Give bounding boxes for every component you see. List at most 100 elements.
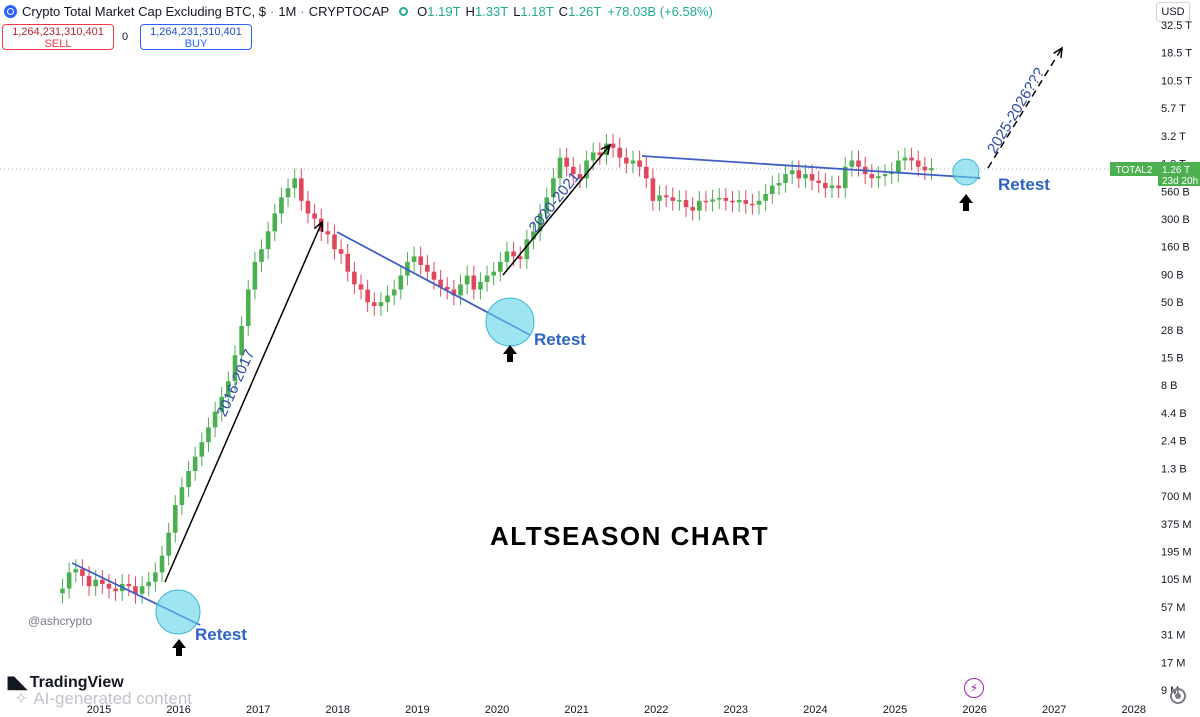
bolt-icon[interactable]: ⚡	[964, 678, 984, 698]
candle-body	[444, 286, 450, 290]
candle-body	[511, 251, 516, 257]
retest-label: Retest	[534, 330, 586, 349]
x-tick-label: 2024	[803, 704, 827, 716]
candle-body	[259, 249, 264, 262]
ai-content-text: AI-generated content	[33, 689, 193, 708]
y-tick-label: 8 B	[1161, 380, 1178, 392]
y-tick-label: 4.4 B	[1161, 408, 1187, 420]
candle-body	[856, 160, 861, 167]
x-tick-label: 2019	[405, 704, 429, 716]
candle-body	[657, 195, 662, 201]
candle-body	[531, 231, 536, 240]
cycle-label: 2025-2026???	[984, 65, 1048, 157]
candle-body	[80, 569, 85, 576]
y-tick-label: 28 B	[1161, 325, 1184, 337]
candle-body	[683, 200, 689, 208]
y-tick-label: 17 M	[1161, 657, 1185, 669]
currency-button[interactable]: USD	[1156, 2, 1190, 22]
buy-button[interactable]: 1,264,231,310,401 BUY	[140, 24, 252, 50]
candle-body	[524, 239, 530, 260]
y-tick-label: 32.5 T	[1161, 20, 1192, 32]
candle-body	[159, 555, 165, 573]
candle-body	[365, 289, 370, 303]
symbol-title[interactable]: Crypto Total Market Cap Excluding BTC, $	[22, 3, 266, 19]
candle-body	[690, 207, 695, 211]
ohlc-open-value: 1.19T	[427, 3, 461, 19]
candle-body	[597, 152, 603, 155]
header-separator: ·	[269, 3, 275, 19]
candle-body	[66, 572, 72, 589]
symbol-tag	[1110, 162, 1158, 176]
candle-body	[570, 166, 576, 175]
candle-body	[630, 160, 636, 164]
candle-body	[922, 166, 928, 171]
candle-body	[915, 160, 921, 167]
retest-label: Retest	[998, 175, 1050, 194]
candle-body	[577, 174, 583, 179]
sell-price: 1,264,231,310,401	[12, 26, 104, 38]
candle-body	[551, 178, 556, 198]
ohlc-open-key: O	[417, 3, 428, 19]
candle-body	[285, 188, 291, 198]
cycle-arrow-head	[313, 220, 324, 233]
candle-body	[929, 168, 934, 171]
candle-body	[829, 185, 835, 189]
interval-label[interactable]: 1M	[278, 3, 297, 19]
candle-body	[425, 264, 430, 272]
candle-body	[345, 253, 351, 272]
candle-body	[590, 152, 596, 161]
candle-body	[498, 261, 503, 272]
tradingview-logo[interactable]: ▮◣ TradingView	[6, 672, 124, 693]
sell-label: SELL	[44, 38, 72, 50]
candle-body	[391, 289, 397, 296]
retest-circle	[155, 589, 201, 635]
sparkle-icon: ✧	[14, 689, 29, 708]
candle-body	[484, 275, 490, 282]
settings-icon[interactable]	[1170, 688, 1186, 704]
candle-body	[100, 579, 105, 584]
candle-body	[750, 203, 755, 206]
candle-body	[106, 583, 112, 589]
y-tick-label: 10.5 T	[1161, 75, 1192, 87]
candle-body	[730, 200, 735, 203]
buy-label: BUY	[184, 38, 208, 50]
candle-body	[73, 569, 79, 573]
y-tick-label: 375 M	[1161, 519, 1192, 531]
x-tick-label: 2018	[326, 704, 350, 716]
y-tick-label: 3.2 T	[1161, 131, 1186, 143]
candle-body	[909, 157, 914, 161]
y-tick-label: 300 B	[1161, 214, 1190, 226]
x-tick-label: 2021	[564, 704, 588, 716]
y-tick-label: 700 M	[1161, 491, 1192, 503]
y-tick-label: 5.7 T	[1161, 103, 1186, 115]
candle-body	[478, 281, 483, 290]
cycle-arrow	[164, 221, 323, 583]
candle-body	[736, 200, 742, 203]
y-tick-label: 195 M	[1161, 546, 1192, 558]
y-tick-label: 57 M	[1161, 602, 1185, 614]
candle-body	[265, 231, 271, 250]
author-watermark: @ashcrypto	[28, 614, 93, 628]
candle-body	[86, 575, 92, 587]
candle-body	[299, 178, 304, 201]
candle-body	[716, 197, 722, 200]
x-tick-label: 2027	[1042, 704, 1066, 716]
y-tick-label: 560 B	[1161, 186, 1190, 198]
candle-body	[809, 174, 815, 181]
candle-body	[670, 197, 676, 201]
exchange-label: CRYPTOCAP	[308, 3, 390, 19]
retest-circle	[485, 297, 535, 347]
candle-body	[305, 200, 311, 214]
spread-value: 0	[122, 31, 129, 43]
y-tick-label: 50 B	[1161, 297, 1184, 309]
y-tick-label: 105 M	[1161, 574, 1192, 586]
candle-body	[776, 182, 782, 186]
sell-button[interactable]: 1,264,231,310,401 SELL	[2, 24, 114, 50]
candle-body	[557, 157, 563, 179]
candle-body	[624, 157, 629, 164]
candle-body	[517, 256, 523, 260]
candle-body	[219, 396, 225, 412]
candle-body	[252, 261, 258, 290]
candle-body	[418, 256, 424, 265]
